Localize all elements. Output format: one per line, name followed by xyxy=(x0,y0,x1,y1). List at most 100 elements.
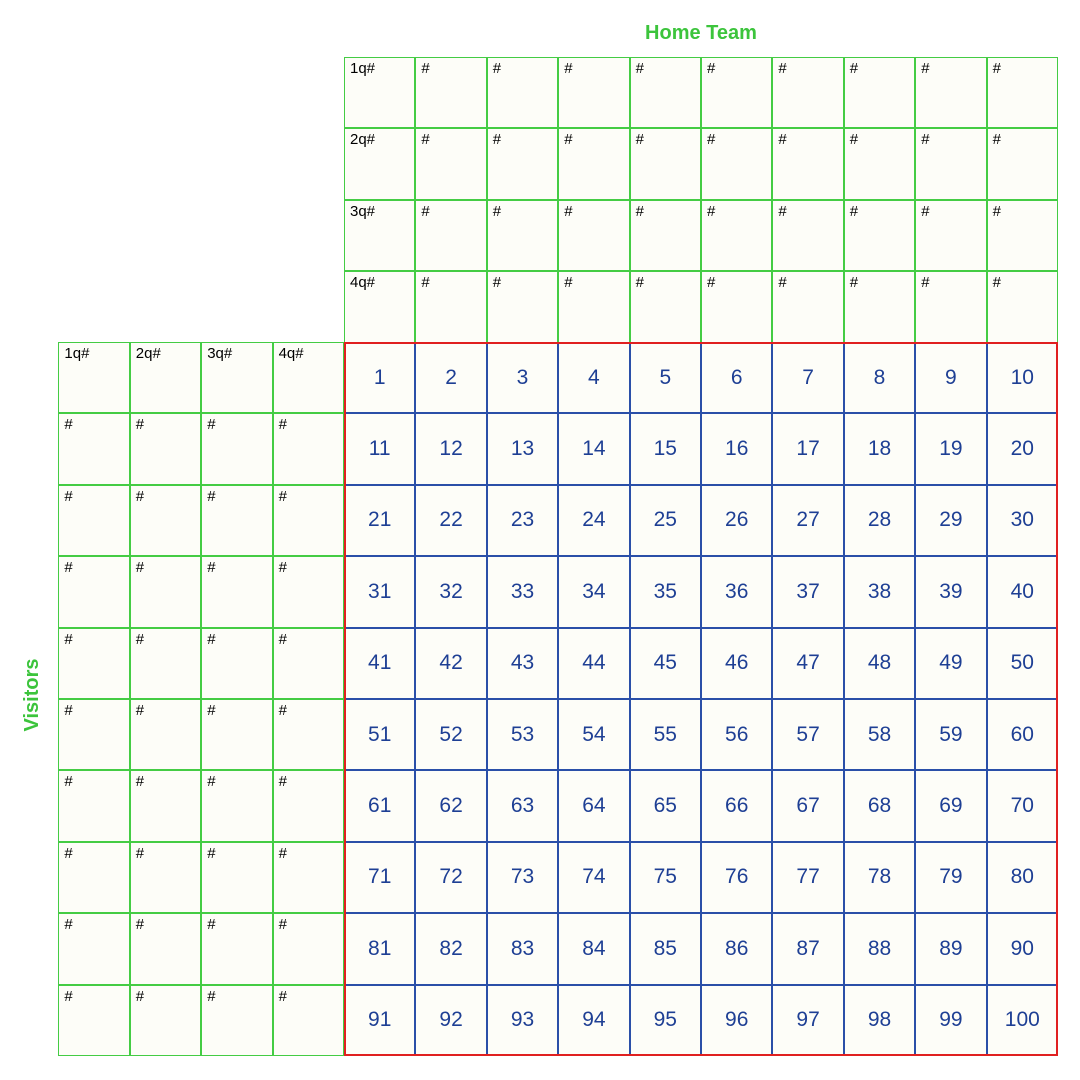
grid-square[interactable]: 68 xyxy=(843,770,916,842)
visitor-score-cell[interactable]: # xyxy=(201,413,273,485)
visitor-score-cell[interactable]: # xyxy=(129,913,202,985)
home-score-cell[interactable]: # xyxy=(415,57,487,129)
grid-square[interactable]: 17 xyxy=(772,413,844,485)
grid-square[interactable]: 86 xyxy=(701,913,773,985)
home-score-cell[interactable]: # xyxy=(629,57,701,129)
home-score-cell[interactable]: # xyxy=(915,199,987,272)
visitor-score-cell[interactable]: # xyxy=(58,841,130,914)
visitor-score-cell[interactable]: # xyxy=(201,484,273,557)
grid-square[interactable]: 30 xyxy=(986,484,1058,557)
visitor-score-cell[interactable]: # xyxy=(58,913,130,985)
grid-square[interactable]: 26 xyxy=(701,484,773,557)
grid-square[interactable]: 99 xyxy=(915,984,987,1056)
grid-square[interactable]: 76 xyxy=(701,841,773,914)
grid-square[interactable]: 9 xyxy=(915,342,987,414)
grid-square[interactable]: 94 xyxy=(558,984,630,1056)
grid-square[interactable]: 56 xyxy=(701,699,773,771)
grid-square[interactable]: 92 xyxy=(415,984,487,1056)
visitor-score-cell[interactable]: # xyxy=(58,770,130,842)
home-score-cell[interactable]: # xyxy=(558,199,630,272)
grid-square[interactable]: 10 xyxy=(986,342,1058,414)
home-score-cell[interactable]: # xyxy=(629,199,701,272)
visitor-score-cell[interactable]: # xyxy=(272,770,344,842)
grid-square[interactable]: 60 xyxy=(986,699,1058,771)
grid-square[interactable]: 77 xyxy=(772,841,844,914)
grid-square[interactable]: 11 xyxy=(344,413,416,485)
grid-square[interactable]: 14 xyxy=(558,413,630,485)
grid-square[interactable]: 33 xyxy=(486,556,559,628)
home-score-cell[interactable]: # xyxy=(701,271,773,343)
grid-square[interactable]: 42 xyxy=(415,627,487,699)
home-score-cell[interactable]: # xyxy=(843,199,916,272)
visitor-score-cell[interactable]: 4q# xyxy=(272,342,344,414)
grid-square[interactable]: 34 xyxy=(558,556,630,628)
grid-square[interactable]: 72 xyxy=(415,841,487,914)
grid-square[interactable]: 69 xyxy=(915,770,987,842)
grid-square[interactable]: 22 xyxy=(415,484,487,557)
grid-square[interactable]: 6 xyxy=(701,342,773,414)
home-score-cell[interactable]: # xyxy=(558,271,630,343)
home-score-cell[interactable]: # xyxy=(843,128,916,200)
grid-square[interactable]: 25 xyxy=(629,484,701,557)
grid-square[interactable]: 64 xyxy=(558,770,630,842)
visitor-score-cell[interactable]: 3q# xyxy=(201,342,273,414)
visitor-score-cell[interactable]: # xyxy=(129,627,202,699)
home-score-cell[interactable]: # xyxy=(701,199,773,272)
grid-square[interactable]: 87 xyxy=(772,913,844,985)
grid-square[interactable]: 78 xyxy=(843,841,916,914)
home-score-cell[interactable]: # xyxy=(415,128,487,200)
grid-square[interactable]: 48 xyxy=(843,627,916,699)
grid-square[interactable]: 23 xyxy=(486,484,559,557)
visitor-score-cell[interactable]: # xyxy=(201,841,273,914)
visitor-score-cell[interactable]: 2q# xyxy=(129,342,202,414)
grid-square[interactable]: 18 xyxy=(843,413,916,485)
grid-square[interactable]: 73 xyxy=(486,841,559,914)
grid-square[interactable]: 90 xyxy=(986,913,1058,985)
home-score-cell[interactable]: # xyxy=(558,128,630,200)
grid-square[interactable]: 24 xyxy=(558,484,630,557)
grid-square[interactable]: 89 xyxy=(915,913,987,985)
grid-square[interactable]: 83 xyxy=(486,913,559,985)
grid-square[interactable]: 43 xyxy=(486,627,559,699)
grid-square[interactable]: 55 xyxy=(629,699,701,771)
grid-square[interactable]: 1 xyxy=(344,342,416,414)
visitor-score-cell[interactable]: # xyxy=(272,913,344,985)
grid-square[interactable]: 88 xyxy=(843,913,916,985)
grid-square[interactable]: 50 xyxy=(986,627,1058,699)
grid-square[interactable]: 45 xyxy=(629,627,701,699)
home-score-cell[interactable]: # xyxy=(415,271,487,343)
home-score-cell[interactable]: # xyxy=(915,128,987,200)
home-score-cell[interactable]: # xyxy=(986,271,1058,343)
visitor-score-cell[interactable]: # xyxy=(129,413,202,485)
visitor-score-cell[interactable]: # xyxy=(129,699,202,771)
home-score-cell[interactable]: # xyxy=(915,57,987,129)
grid-square[interactable]: 71 xyxy=(344,841,416,914)
visitor-score-cell[interactable]: # xyxy=(129,770,202,842)
grid-square[interactable]: 79 xyxy=(915,841,987,914)
grid-square[interactable]: 39 xyxy=(915,556,987,628)
visitor-score-cell[interactable]: # xyxy=(272,556,344,628)
grid-square[interactable]: 96 xyxy=(701,984,773,1056)
visitor-score-cell[interactable]: # xyxy=(58,413,130,485)
grid-square[interactable]: 37 xyxy=(772,556,844,628)
grid-square[interactable]: 4 xyxy=(558,342,630,414)
home-score-cell[interactable]: # xyxy=(486,199,559,272)
grid-square[interactable]: 85 xyxy=(629,913,701,985)
grid-square[interactable]: 12 xyxy=(415,413,487,485)
grid-square[interactable]: 7 xyxy=(772,342,844,414)
visitor-score-cell[interactable]: # xyxy=(201,627,273,699)
grid-square[interactable]: 46 xyxy=(701,627,773,699)
grid-square[interactable]: 98 xyxy=(843,984,916,1056)
home-score-cell[interactable]: 1q# xyxy=(344,57,416,129)
visitor-score-cell[interactable]: # xyxy=(272,484,344,557)
home-score-cell[interactable]: # xyxy=(772,271,844,343)
grid-square[interactable]: 8 xyxy=(843,342,916,414)
grid-square[interactable]: 66 xyxy=(701,770,773,842)
grid-square[interactable]: 20 xyxy=(986,413,1058,485)
grid-square[interactable]: 52 xyxy=(415,699,487,771)
home-score-cell[interactable]: # xyxy=(986,199,1058,272)
home-score-cell[interactable]: # xyxy=(486,271,559,343)
grid-square[interactable]: 38 xyxy=(843,556,916,628)
grid-square[interactable]: 49 xyxy=(915,627,987,699)
visitor-score-cell[interactable]: # xyxy=(58,699,130,771)
